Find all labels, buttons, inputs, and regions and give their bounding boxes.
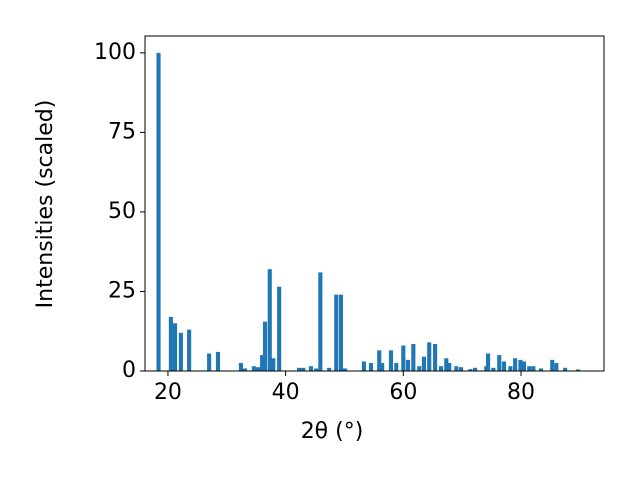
bar [501, 361, 507, 371]
bar [518, 359, 523, 371]
bar [531, 366, 536, 371]
bar [368, 363, 374, 371]
bar [421, 356, 426, 371]
bar [513, 358, 518, 371]
x-axis-label: 2θ (°) [301, 419, 364, 444]
bar [550, 359, 555, 371]
x-tick-label: 20 [154, 380, 182, 405]
bar [380, 363, 385, 371]
x-tick-label: 60 [389, 380, 417, 405]
y-tick-label: 25 [108, 278, 136, 303]
bar [242, 368, 248, 371]
bar [438, 366, 444, 371]
y-tick-label: 100 [94, 40, 136, 65]
bar [527, 366, 532, 371]
bar [473, 367, 478, 371]
bar [521, 361, 527, 371]
x-tick-label: 80 [507, 380, 535, 405]
y-tick-label: 0 [122, 358, 136, 383]
bar [444, 358, 449, 371]
bar [251, 366, 256, 371]
bar [554, 363, 559, 371]
bar [318, 272, 323, 371]
bar [497, 355, 502, 371]
bar [361, 361, 366, 371]
bar [468, 369, 473, 371]
x-tick-label: 40 [272, 380, 300, 405]
bar [308, 366, 314, 371]
bar [401, 345, 406, 371]
bar [377, 350, 382, 371]
bar [168, 316, 173, 371]
y-tick-label: 75 [108, 119, 136, 144]
bar [207, 353, 212, 371]
plot-frame [144, 35, 605, 372]
bar [486, 353, 491, 371]
bar [427, 342, 432, 371]
bar [187, 329, 192, 371]
bar [508, 366, 513, 371]
bar [454, 366, 459, 371]
bar [491, 367, 496, 371]
bar [417, 366, 422, 371]
bar [327, 367, 332, 371]
bar [267, 269, 272, 371]
bar [433, 343, 438, 371]
bar [411, 343, 416, 371]
bar [262, 321, 268, 371]
bar [271, 358, 276, 371]
bar [238, 363, 243, 371]
bar [388, 350, 394, 371]
bar [338, 294, 344, 371]
bar [297, 367, 302, 371]
bar [405, 359, 411, 371]
bar [172, 323, 178, 371]
bar [314, 368, 319, 371]
bar [447, 363, 452, 371]
bar [458, 367, 464, 371]
bar [563, 367, 568, 371]
bar [215, 351, 221, 371]
bar [394, 363, 399, 371]
bar [277, 286, 282, 371]
bar [178, 332, 183, 371]
y-axis-label: Intensities (scaled) [33, 100, 58, 309]
bar [156, 52, 161, 371]
bar [255, 367, 261, 371]
y-tick-label: 50 [108, 199, 136, 224]
bar [576, 369, 581, 371]
bar [260, 355, 265, 371]
bar [538, 368, 544, 371]
bar [343, 368, 348, 371]
bar [301, 367, 306, 371]
bar [334, 294, 339, 371]
